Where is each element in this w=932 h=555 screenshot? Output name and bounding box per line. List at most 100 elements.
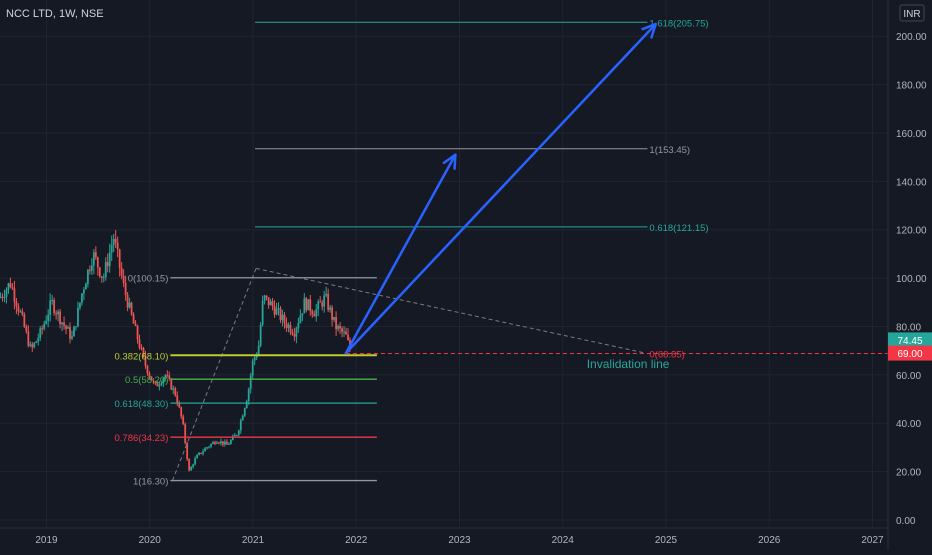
fib-extension-label: 1.618(205.75): [649, 18, 708, 29]
candle-body: [7, 283, 10, 290]
candle-body: [239, 420, 242, 431]
symbol-label: NCC LTD, 1W, NSE: [6, 8, 104, 20]
projection-arrow-shaft: [344, 153, 457, 355]
candle-body: [247, 388, 250, 402]
fib-retracement-label: 1(16.30): [133, 477, 168, 488]
candle-body: [335, 317, 337, 330]
candle-body: [295, 328, 298, 337]
candle-body: [144, 355, 147, 366]
candle-body: [345, 331, 347, 335]
candle-body: [53, 300, 56, 314]
candle-body: [319, 301, 322, 303]
candle-body: [47, 314, 50, 321]
candle-body: [116, 242, 119, 250]
candle-body: [102, 276, 105, 278]
candle-body: [106, 261, 109, 267]
candle-body: [267, 297, 270, 306]
price-tag-label: 74.45: [897, 336, 922, 347]
candle-body: [178, 403, 181, 408]
candle-body: [9, 283, 12, 288]
candle-body: [303, 298, 306, 314]
y-tick-label: 80.00: [896, 322, 921, 333]
x-tick-label: 2020: [139, 535, 162, 546]
candle-body: [150, 376, 153, 381]
candle-body: [71, 336, 73, 339]
candle-body: [75, 326, 77, 328]
y-tick-label: 40.00: [896, 419, 921, 430]
candle-body: [227, 443, 230, 445]
candle-body: [39, 328, 42, 339]
candle-body: [110, 245, 113, 253]
candle-body: [180, 407, 183, 417]
candle-body: [162, 378, 165, 384]
candle-body: [33, 342, 36, 348]
candle-body: [67, 327, 69, 329]
price-tag-label: 69.00: [897, 349, 922, 360]
candle-body: [255, 355, 258, 358]
candle-body: [122, 275, 125, 283]
candle-body: [25, 326, 28, 332]
candle-body: [279, 308, 282, 321]
candle-body: [275, 308, 278, 315]
candle-body: [43, 323, 46, 329]
candle-body: [249, 375, 252, 389]
candle-body: [269, 301, 272, 306]
candle-body: [156, 383, 159, 387]
candle-body: [331, 307, 334, 320]
candle-body: [313, 314, 316, 317]
projection-arrow-head: [641, 22, 657, 39]
candle-body: [140, 347, 143, 349]
candle-body: [309, 299, 312, 312]
candle-body: [29, 344, 32, 346]
y-tick-label: 140.00: [896, 177, 927, 188]
candle-body: [174, 388, 177, 396]
candle-body: [202, 451, 204, 454]
invalidation-label: Invalidation line: [587, 357, 670, 371]
candle-body: [220, 441, 222, 444]
candle-body: [229, 440, 232, 444]
candle-body: [243, 408, 246, 416]
candle-body: [92, 252, 95, 266]
fib-extension-label: 0.618(121.15): [649, 223, 708, 234]
candle-body: [182, 416, 185, 425]
candle-body: [88, 269, 91, 271]
candle-body: [293, 334, 296, 337]
y-tick-label: 180.00: [896, 81, 927, 92]
candle-body: [31, 344, 34, 348]
projection-arrow-head: [442, 153, 457, 170]
candle-body: [128, 302, 131, 308]
currency-button[interactable]: INR: [899, 4, 925, 22]
candle-body: [321, 302, 324, 307]
candle-body: [237, 430, 240, 436]
y-tick-label: 160.00: [896, 129, 927, 140]
candle-body: [158, 384, 161, 387]
candle-body: [204, 448, 206, 452]
x-tick-label: 2025: [655, 535, 678, 546]
candle-body: [164, 375, 167, 379]
candle-body: [152, 380, 155, 382]
candle-body: [235, 435, 238, 437]
candle-body: [148, 373, 151, 377]
candle-body: [186, 442, 189, 460]
candle-body: [13, 288, 16, 302]
candle-body: [341, 328, 343, 332]
price-tag-box: [888, 332, 932, 348]
x-tick-label: 2022: [345, 535, 368, 546]
candle-body: [281, 314, 284, 321]
candle-body: [216, 442, 218, 444]
candle-body: [27, 331, 30, 346]
candle-body: [130, 302, 133, 315]
candle-body: [222, 441, 224, 445]
candle-body: [98, 267, 101, 277]
candle-body: [3, 296, 6, 298]
candle-body: [337, 325, 339, 330]
candle-body: [333, 317, 336, 320]
candle-body: [166, 375, 169, 377]
candle-body: [146, 365, 149, 374]
candle-body: [1, 296, 4, 298]
candle-body: [261, 300, 264, 325]
candle-body: [285, 323, 288, 328]
candle-body: [184, 424, 187, 443]
